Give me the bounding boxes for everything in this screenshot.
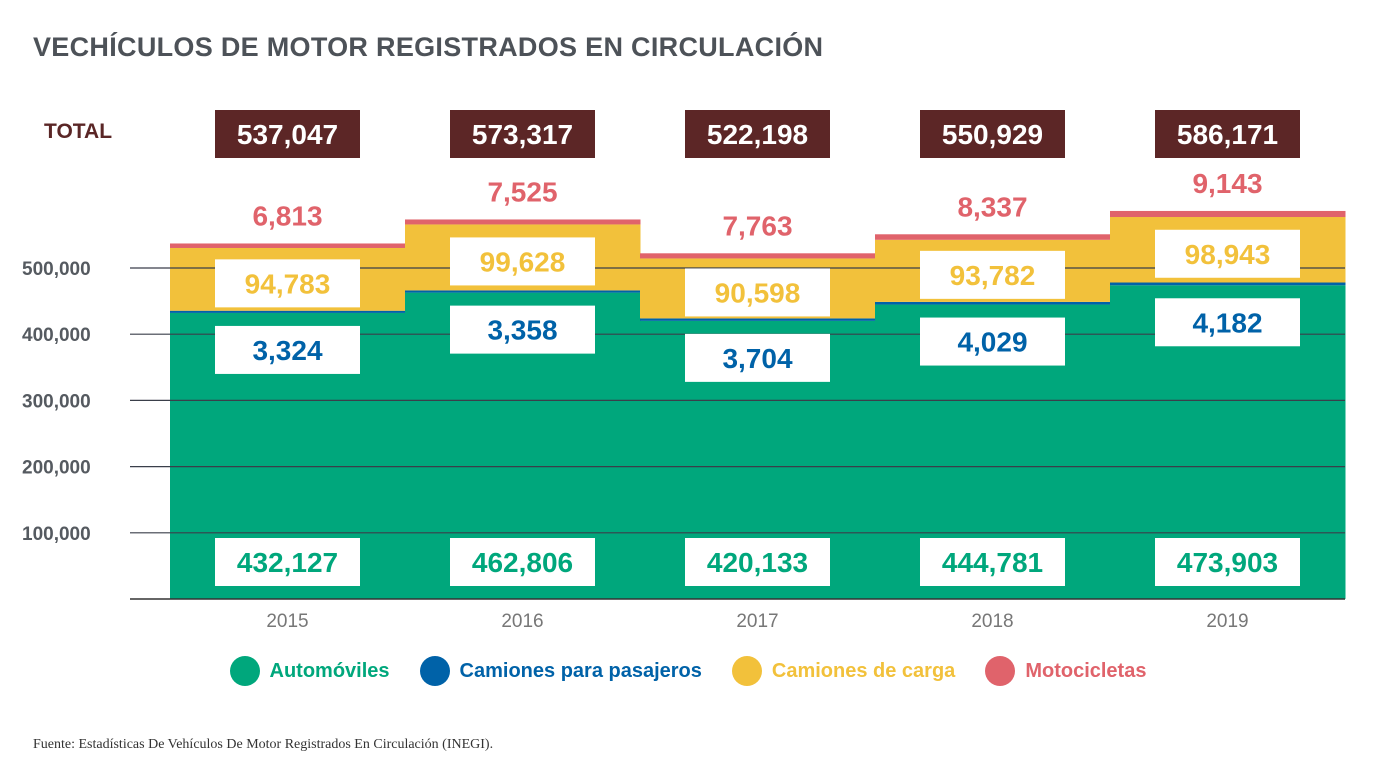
total-value-box [215, 110, 360, 158]
data-label-pasajeros: 3,704 [722, 343, 792, 374]
data-label-motocicletas: 8,337 [957, 191, 1027, 222]
data-label-carga: 98,943 [1185, 239, 1271, 270]
total-value-box [685, 110, 830, 158]
area-segment-2018-1 [875, 301, 1111, 305]
x-tick-label: 2015 [266, 611, 308, 632]
data-label-motocicletas: 9,143 [1192, 168, 1262, 199]
area-segment-2016-3 [405, 219, 641, 225]
legend-swatch [419, 656, 450, 686]
total-value-box [920, 110, 1065, 158]
data-label-automoviles-box [215, 538, 360, 586]
y-tick-label: 100,000 [22, 524, 91, 545]
legend-item-camiones-pasajeros: Camiones para pasajeros [419, 656, 702, 686]
area-segment-2016-1 [405, 290, 641, 293]
data-label-motocicletas: 7,525 [487, 176, 557, 207]
legend: Automóviles Camiones para pasajeros Cami… [0, 656, 1376, 686]
data-label-automoviles: 420,133 [707, 547, 808, 578]
data-label-pasajeros-box [1155, 298, 1300, 347]
data-label-pasajeros-box [685, 333, 830, 382]
data-label-automoviles: 432,127 [237, 547, 338, 578]
chart-title: VECHÍCULOS DE MOTOR REGISTRADOS EN CIRCU… [33, 32, 824, 62]
data-label-carga: 90,598 [715, 277, 801, 308]
area-segment-2018-3 [875, 234, 1111, 240]
data-label-automoviles: 473,903 [1177, 547, 1278, 578]
data-label-pasajeros: 4,182 [1192, 307, 1262, 338]
y-tick-label: 500,000 [22, 259, 91, 280]
legend-item-camiones-carga: Camiones de carga [731, 656, 956, 686]
total-value: 550,929 [942, 119, 1043, 150]
data-label-pasajeros-box [450, 305, 595, 354]
data-label-automoviles-box [685, 538, 830, 586]
data-label-carga-box [1155, 229, 1300, 278]
total-value: 537,047 [237, 119, 338, 150]
source-note: Fuente: Estadísticas De Vehículos De Mot… [33, 737, 494, 752]
legend-label: Motocicletas [1025, 659, 1147, 682]
legend-swatch [229, 656, 260, 686]
x-tick-label: 2016 [501, 611, 543, 632]
total-value: 573,317 [472, 119, 573, 150]
x-tick-label: 2019 [1206, 611, 1248, 632]
x-tick-label: 2018 [971, 611, 1013, 632]
data-label-carga-box [920, 250, 1065, 299]
data-label-pasajeros: 3,358 [487, 315, 557, 346]
area-segment-2015-3 [170, 243, 406, 248]
data-label-carga: 94,783 [245, 268, 331, 299]
data-label-automoviles: 462,806 [472, 547, 573, 578]
data-label-automoviles-box [920, 538, 1065, 586]
data-label-pasajeros: 3,324 [252, 335, 322, 366]
total-value-box [450, 110, 595, 158]
legend-item-automoviles: Automóviles [229, 656, 390, 686]
data-label-automoviles-box [450, 538, 595, 586]
legend-swatch [731, 656, 762, 686]
data-label-carga: 99,628 [480, 246, 566, 277]
y-tick-label: 400,000 [22, 325, 91, 346]
legend-label: Automóviles [269, 659, 390, 682]
area-segment-2017-3 [640, 253, 876, 259]
area-segment-2015-1 [170, 310, 406, 313]
data-label-automoviles: 444,781 [942, 547, 1043, 578]
legend-item-motocicletas: Motocicletas [985, 656, 1146, 686]
data-label-motocicletas: 7,763 [722, 210, 792, 241]
y-tick-label: 300,000 [22, 391, 91, 412]
data-label-carga-box [450, 237, 595, 286]
data-label-carga-box [215, 259, 360, 308]
y-tick-label: 200,000 [22, 458, 91, 479]
data-label-carga: 93,782 [950, 260, 1036, 291]
total-value: 586,171 [1177, 119, 1278, 150]
data-label-carga-box [685, 268, 830, 317]
total-value: 522,198 [707, 119, 808, 150]
legend-label: Camiones para pasajeros [459, 659, 702, 682]
data-label-motocicletas: 6,813 [252, 200, 322, 231]
legend-swatch [985, 656, 1016, 686]
legend-label: Camiones de carga [771, 659, 956, 682]
data-label-pasajeros-box [920, 317, 1065, 366]
x-tick-label: 2017 [736, 611, 778, 632]
area-segment-2019-1 [1110, 282, 1346, 286]
data-label-pasajeros: 4,029 [957, 327, 1027, 358]
data-label-pasajeros-box [215, 325, 360, 374]
area-segment-2017-1 [640, 318, 876, 321]
total-value-box [1155, 110, 1300, 158]
total-label: TOTAL [44, 120, 113, 143]
area-segment-2019-3 [1110, 210, 1346, 218]
data-label-automoviles-box [1155, 538, 1300, 586]
